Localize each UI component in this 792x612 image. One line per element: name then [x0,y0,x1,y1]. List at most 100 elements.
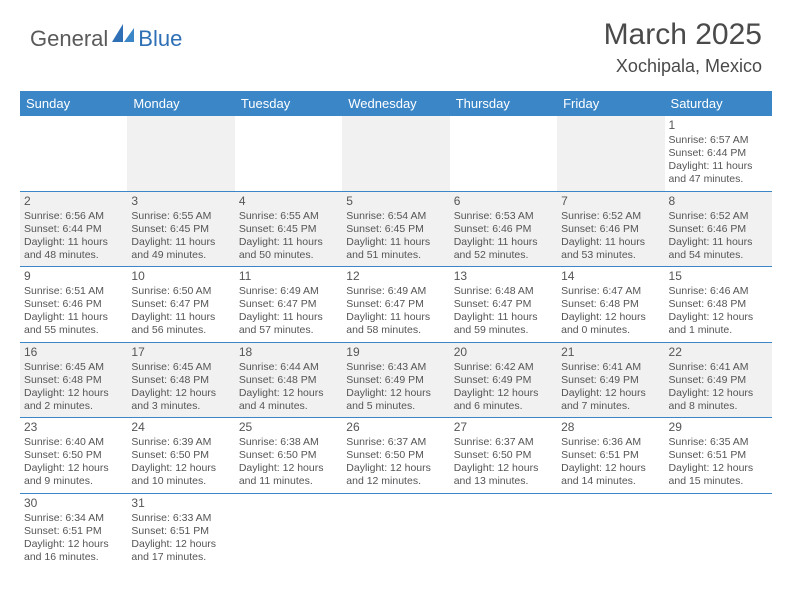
sunset-text: Sunset: 6:50 PM [239,449,338,462]
logo-text-blue: Blue [138,26,182,52]
sunrise-text: Sunrise: 6:55 AM [239,210,338,223]
daylight-text: Daylight: 11 hours and 51 minutes. [346,236,445,262]
day-cell [235,116,342,191]
day-number: 9 [24,269,123,284]
calendar: SundayMondayTuesdayWednesdayThursdayFrid… [20,91,772,568]
sunrise-text: Sunrise: 6:38 AM [239,436,338,449]
sunrise-text: Sunrise: 6:54 AM [346,210,445,223]
daylight-text: Daylight: 11 hours and 50 minutes. [239,236,338,262]
daylight-text: Daylight: 12 hours and 14 minutes. [561,462,660,488]
day-cell [342,116,449,191]
sunset-text: Sunset: 6:48 PM [561,298,660,311]
sunset-text: Sunset: 6:49 PM [454,374,553,387]
day-number: 2 [24,194,123,209]
day-number: 10 [131,269,230,284]
sunset-text: Sunset: 6:46 PM [561,223,660,236]
day-cell: 9Sunrise: 6:51 AMSunset: 6:46 PMDaylight… [20,267,127,342]
daylight-text: Daylight: 12 hours and 2 minutes. [24,387,123,413]
daylight-text: Daylight: 12 hours and 15 minutes. [669,462,768,488]
day-header-cell: Monday [127,91,234,116]
day-number: 23 [24,420,123,435]
day-cell: 31Sunrise: 6:33 AMSunset: 6:51 PMDayligh… [127,494,234,569]
sunset-text: Sunset: 6:49 PM [561,374,660,387]
daylight-text: Daylight: 11 hours and 48 minutes. [24,236,123,262]
day-number: 17 [131,345,230,360]
sunrise-text: Sunrise: 6:49 AM [346,285,445,298]
day-cell: 22Sunrise: 6:41 AMSunset: 6:49 PMDayligh… [665,343,772,418]
sunrise-text: Sunrise: 6:56 AM [24,210,123,223]
day-cell [557,494,664,569]
daylight-text: Daylight: 12 hours and 4 minutes. [239,387,338,413]
day-number: 7 [561,194,660,209]
day-cell: 26Sunrise: 6:37 AMSunset: 6:50 PMDayligh… [342,418,449,493]
week-row: 1Sunrise: 6:57 AMSunset: 6:44 PMDaylight… [20,116,772,192]
day-cell: 15Sunrise: 6:46 AMSunset: 6:48 PMDayligh… [665,267,772,342]
day-cell: 30Sunrise: 6:34 AMSunset: 6:51 PMDayligh… [20,494,127,569]
sunrise-text: Sunrise: 6:50 AM [131,285,230,298]
sunset-text: Sunset: 6:51 PM [561,449,660,462]
day-cell [450,116,557,191]
day-number: 12 [346,269,445,284]
day-cell: 6Sunrise: 6:53 AMSunset: 6:46 PMDaylight… [450,192,557,267]
day-header-row: SundayMondayTuesdayWednesdayThursdayFrid… [20,91,772,116]
day-number: 27 [454,420,553,435]
day-number: 29 [669,420,768,435]
location-subtitle: Xochipala, Mexico [604,56,762,77]
day-number: 24 [131,420,230,435]
week-row: 30Sunrise: 6:34 AMSunset: 6:51 PMDayligh… [20,494,772,569]
day-cell: 28Sunrise: 6:36 AMSunset: 6:51 PMDayligh… [557,418,664,493]
day-number: 20 [454,345,553,360]
sunrise-text: Sunrise: 6:48 AM [454,285,553,298]
sunset-text: Sunset: 6:47 PM [346,298,445,311]
day-number: 14 [561,269,660,284]
sunrise-text: Sunrise: 6:53 AM [454,210,553,223]
title-block: March 2025 Xochipala, Mexico [604,18,762,77]
header: General Blue March 2025 Xochipala, Mexic… [0,0,792,85]
daylight-text: Daylight: 11 hours and 54 minutes. [669,236,768,262]
daylight-text: Daylight: 12 hours and 6 minutes. [454,387,553,413]
week-row: 23Sunrise: 6:40 AMSunset: 6:50 PMDayligh… [20,418,772,494]
day-cell [20,116,127,191]
sunset-text: Sunset: 6:45 PM [346,223,445,236]
day-number: 30 [24,496,123,511]
week-row: 9Sunrise: 6:51 AMSunset: 6:46 PMDaylight… [20,267,772,343]
day-header-cell: Thursday [450,91,557,116]
sunset-text: Sunset: 6:51 PM [24,525,123,538]
daylight-text: Daylight: 12 hours and 8 minutes. [669,387,768,413]
day-number: 31 [131,496,230,511]
day-cell: 27Sunrise: 6:37 AMSunset: 6:50 PMDayligh… [450,418,557,493]
sunrise-text: Sunrise: 6:43 AM [346,361,445,374]
daylight-text: Daylight: 11 hours and 59 minutes. [454,311,553,337]
daylight-text: Daylight: 11 hours and 52 minutes. [454,236,553,262]
sunset-text: Sunset: 6:50 PM [454,449,553,462]
sunset-text: Sunset: 6:47 PM [454,298,553,311]
day-number: 11 [239,269,338,284]
day-cell: 8Sunrise: 6:52 AMSunset: 6:46 PMDaylight… [665,192,772,267]
day-cell: 10Sunrise: 6:50 AMSunset: 6:47 PMDayligh… [127,267,234,342]
day-cell [557,116,664,191]
day-cell: 12Sunrise: 6:49 AMSunset: 6:47 PMDayligh… [342,267,449,342]
day-header-cell: Friday [557,91,664,116]
daylight-text: Daylight: 12 hours and 9 minutes. [24,462,123,488]
day-cell [665,494,772,569]
sunrise-text: Sunrise: 6:36 AM [561,436,660,449]
sunrise-text: Sunrise: 6:35 AM [669,436,768,449]
logo: General Blue [30,24,182,53]
daylight-text: Daylight: 11 hours and 58 minutes. [346,311,445,337]
day-cell: 16Sunrise: 6:45 AMSunset: 6:48 PMDayligh… [20,343,127,418]
day-cell: 18Sunrise: 6:44 AMSunset: 6:48 PMDayligh… [235,343,342,418]
sunrise-text: Sunrise: 6:46 AM [669,285,768,298]
day-number: 21 [561,345,660,360]
sunrise-text: Sunrise: 6:47 AM [561,285,660,298]
sunset-text: Sunset: 6:44 PM [24,223,123,236]
sunrise-text: Sunrise: 6:34 AM [24,512,123,525]
day-number: 15 [669,269,768,284]
sunset-text: Sunset: 6:48 PM [239,374,338,387]
logo-sail-icon [112,24,134,47]
sunset-text: Sunset: 6:49 PM [669,374,768,387]
daylight-text: Daylight: 11 hours and 53 minutes. [561,236,660,262]
daylight-text: Daylight: 11 hours and 47 minutes. [669,160,768,186]
day-cell [342,494,449,569]
day-cell: 25Sunrise: 6:38 AMSunset: 6:50 PMDayligh… [235,418,342,493]
sunset-text: Sunset: 6:50 PM [24,449,123,462]
